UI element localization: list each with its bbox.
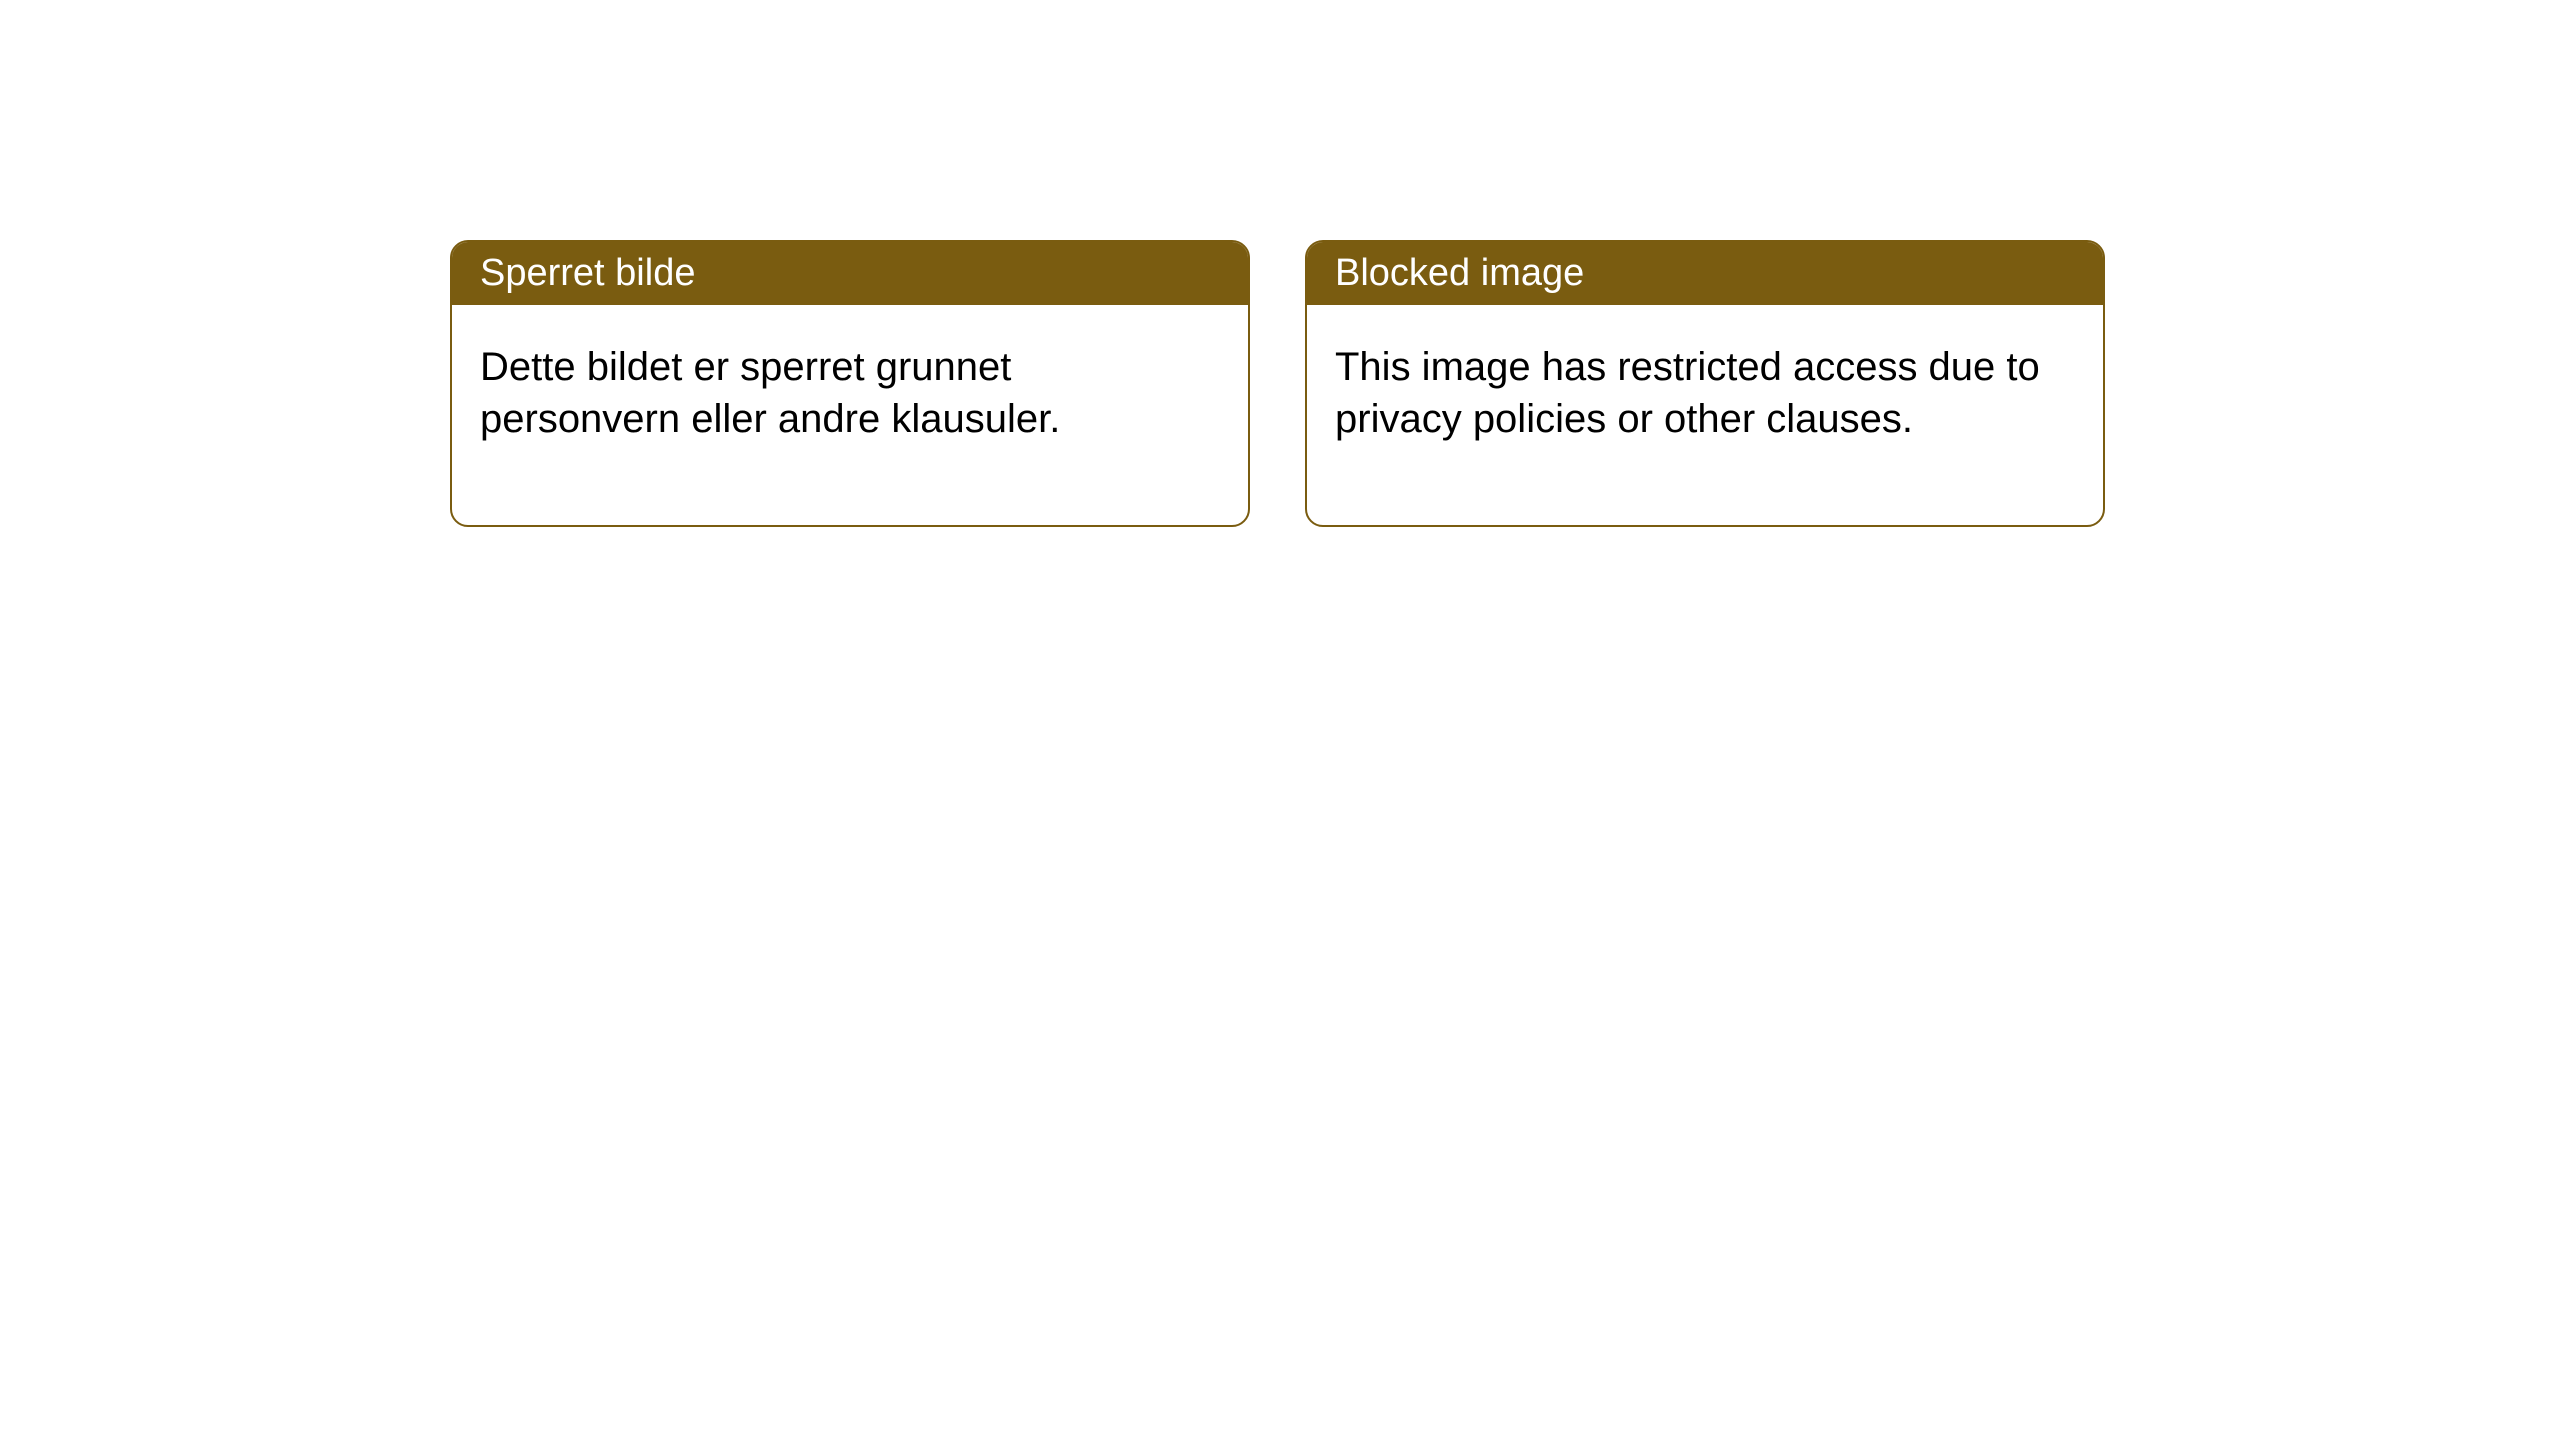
card-body: Dette bildet er sperret grunnet personve… xyxy=(452,305,1248,525)
notice-card-norwegian: Sperret bilde Dette bildet er sperret gr… xyxy=(450,240,1250,527)
card-body: This image has restricted access due to … xyxy=(1307,305,2103,525)
card-title: Sperret bilde xyxy=(480,252,695,294)
card-body-text: Dette bildet er sperret grunnet personve… xyxy=(480,345,1060,441)
card-body-text: This image has restricted access due to … xyxy=(1335,345,2040,441)
card-title: Blocked image xyxy=(1335,252,1584,294)
card-header: Sperret bilde xyxy=(452,242,1248,305)
card-header: Blocked image xyxy=(1307,242,2103,305)
notice-container: Sperret bilde Dette bildet er sperret gr… xyxy=(450,240,2105,527)
notice-card-english: Blocked image This image has restricted … xyxy=(1305,240,2105,527)
